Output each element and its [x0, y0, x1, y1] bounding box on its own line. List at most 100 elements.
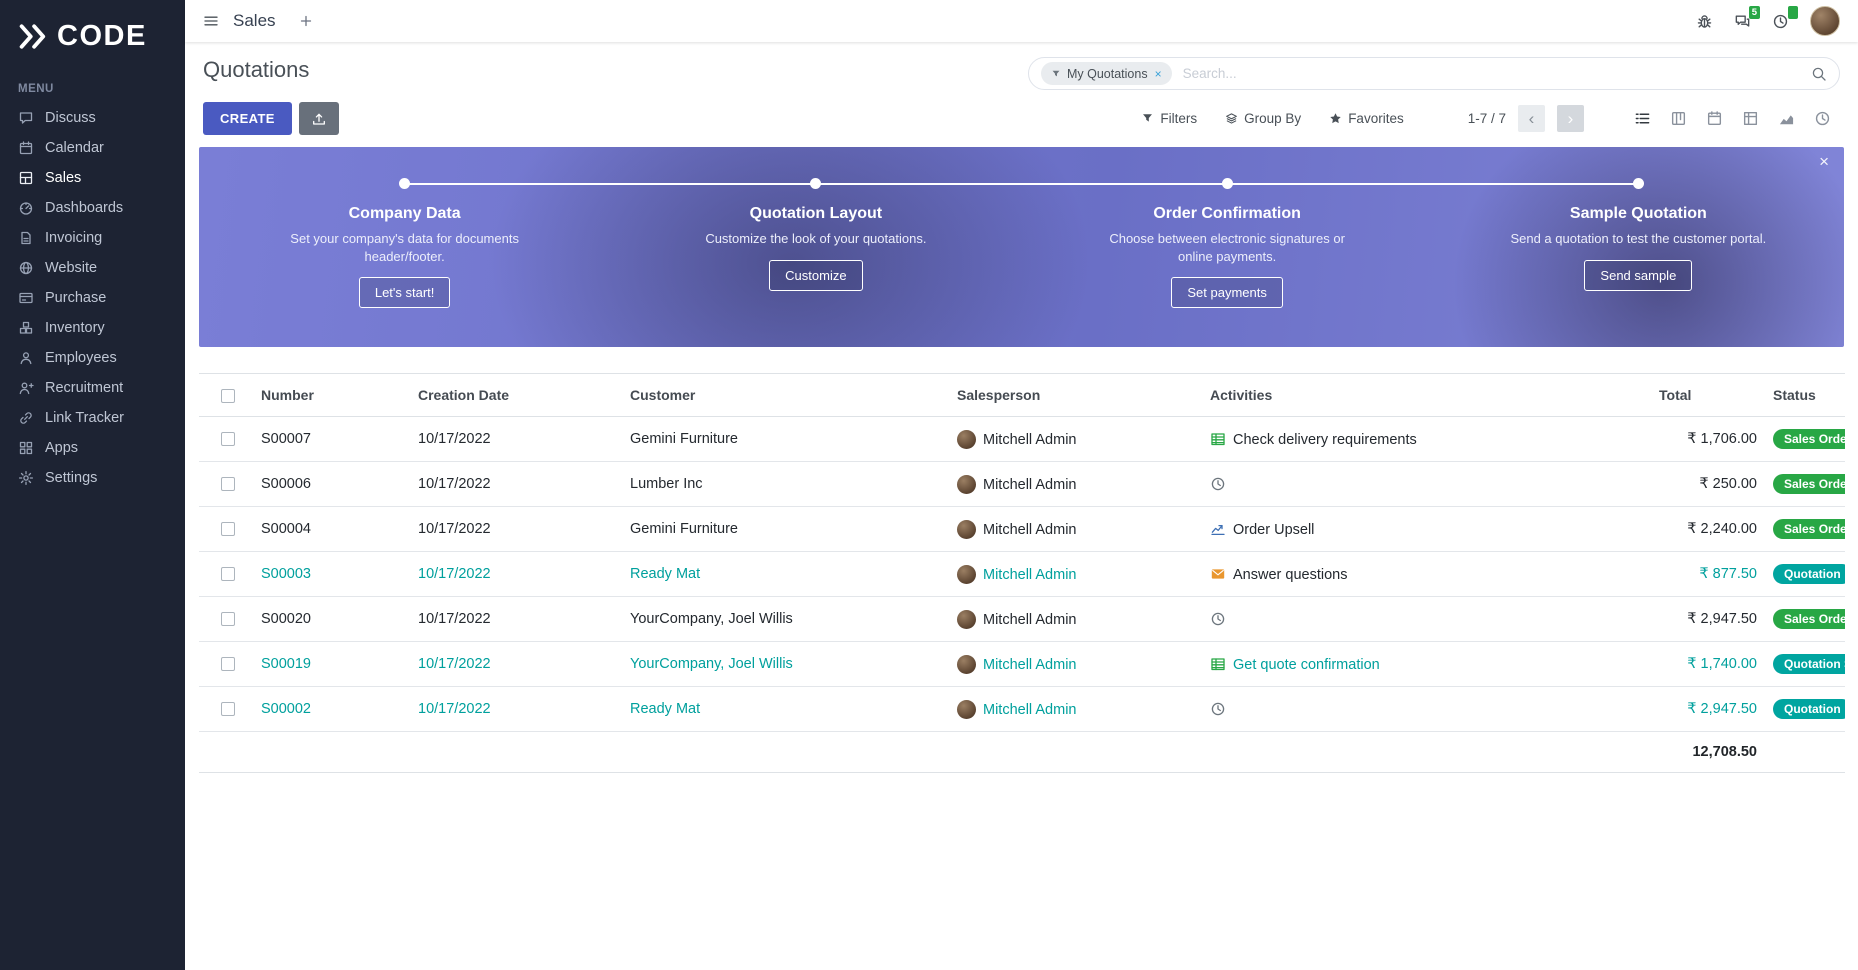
sidebar-item-invoicing[interactable]: Invoicing	[0, 223, 185, 253]
kanban-view-icon[interactable]	[1660, 104, 1696, 134]
column-header-salesperson[interactable]: Salesperson	[949, 372, 1202, 418]
select-all-checkbox[interactable]	[221, 389, 235, 404]
sidebar-item-label: Invoicing	[45, 230, 103, 246]
search-filter-chip[interactable]: My Quotations ×	[1041, 62, 1172, 85]
messages-icon[interactable]: 5	[1734, 5, 1760, 30]
user-avatar[interactable]	[1810, 6, 1840, 36]
pager-previous-button[interactable]: ‹	[1518, 105, 1545, 132]
sidebar-item-employees[interactable]: Employees	[0, 343, 185, 373]
filter-funnel-icon	[1051, 69, 1061, 79]
salesperson-name: Mitchell Admin	[983, 521, 1077, 538]
export-button[interactable]	[298, 102, 339, 135]
clock-icon	[1210, 611, 1226, 627]
activity-cell[interactable]: Order Upsell	[1202, 506, 1651, 553]
topbar-left: Sales	[203, 11, 314, 31]
brand[interactable]: CODE	[0, 0, 185, 67]
activity-cell[interactable]	[1202, 461, 1651, 508]
add-tab-icon[interactable]	[298, 13, 314, 29]
step-dot	[1632, 178, 1644, 189]
activity-cell[interactable]: Answer questions	[1202, 551, 1651, 598]
row-checkbox[interactable]	[221, 522, 235, 537]
debug-bug-icon[interactable]	[1696, 13, 1713, 30]
favorites-button[interactable]: Favorites	[1329, 111, 1404, 126]
sidebar-item-dashboards[interactable]: Dashboards	[0, 193, 185, 223]
salesperson-name: Mitchell Admin	[983, 611, 1077, 628]
purchase-icon	[18, 290, 34, 306]
status-badge: Quotation Sent	[1773, 654, 1845, 675]
create-button[interactable]: CREATE	[203, 102, 292, 135]
step-action-button[interactable]: Send sample	[1584, 259, 1693, 291]
quotation-row-S00002[interactable]: S00002 10/17/2022 Ready Mat Mitchell Admin ₹…	[199, 686, 1845, 733]
pivot-view-icon[interactable]	[1732, 104, 1768, 134]
activity-cell[interactable]	[1202, 596, 1651, 643]
quotation-row-S00020[interactable]: S00020 10/17/2022 YourCompany, Joel Willis…	[199, 596, 1845, 643]
inventory-icon	[18, 320, 34, 336]
page-title: Quotations	[203, 57, 310, 82]
activity-cell[interactable]	[1202, 686, 1651, 733]
quotation-row-S00004[interactable]: S00004 10/17/2022 Gemini Furniture Mitchell…	[199, 506, 1845, 553]
main-area: Sales 5 Quotations My Quotations ×	[185, 0, 1858, 970]
quotation-row-S00006[interactable]: S00006 10/17/2022 Lumber Inc Mitchell Admin…	[199, 461, 1845, 508]
activity-cell[interactable]: Check delivery requirements	[1202, 416, 1651, 463]
sidebar-item-website[interactable]: Website	[0, 253, 185, 283]
column-header-customer[interactable]: Customer	[622, 372, 949, 418]
search-filter-chip-label: My Quotations	[1067, 66, 1148, 81]
app-title[interactable]: Sales	[233, 11, 276, 30]
activity-view-icon[interactable]	[1804, 104, 1840, 134]
step-action-button[interactable]: Let's start!	[358, 277, 451, 309]
sidebar-item-calendar[interactable]: Calendar	[0, 133, 185, 163]
activities-badge	[1788, 5, 1798, 19]
chip-remove-icon[interactable]: ×	[1154, 66, 1162, 81]
quotation-row-S00003[interactable]: S00003 10/17/2022 Ready Mat Mitchell Admin A…	[199, 551, 1845, 598]
graph-view-icon[interactable]	[1768, 104, 1804, 134]
column-header-status[interactable]: Status	[1765, 372, 1845, 418]
column-header-activities[interactable]: Activities	[1202, 372, 1651, 418]
status-badge: Sales Order	[1773, 609, 1845, 630]
row-checkbox[interactable]	[221, 657, 235, 672]
search-bar[interactable]: My Quotations ×	[1028, 57, 1840, 90]
sidebar-item-sales[interactable]: Sales	[0, 163, 185, 193]
sidebar-item-inventory[interactable]: Inventory	[0, 313, 185, 343]
sidebar-item-link-tracker[interactable]: Link Tracker	[0, 403, 185, 433]
hamburger-menu-icon[interactable]	[203, 13, 219, 29]
search-icon[interactable]	[1811, 66, 1827, 82]
filters-button[interactable]: Filters	[1141, 111, 1197, 126]
step-action-button[interactable]: Customize	[769, 259, 863, 291]
sidebar-item-settings[interactable]: Settings	[0, 463, 185, 493]
list-view-icon[interactable]	[1624, 104, 1660, 134]
row-checkbox[interactable]	[221, 477, 235, 492]
step-action-button[interactable]: Set payments	[1171, 277, 1283, 309]
sidebar-item-recruitment[interactable]: Recruitment	[0, 373, 185, 403]
sidebar-item-label: Apps	[45, 440, 79, 456]
status-badge: Quotation	[1773, 564, 1845, 585]
search-input[interactable]	[1180, 65, 1802, 82]
sidebar-item-discuss[interactable]: Discuss	[0, 103, 185, 133]
control-panel-top: Quotations My Quotations ×	[203, 57, 1840, 90]
creation-date: 10/17/2022	[410, 461, 622, 508]
row-checkbox[interactable]	[221, 612, 235, 627]
quotation-number: S00004	[253, 506, 410, 553]
salesperson-name: Mitchell Admin	[983, 431, 1077, 448]
quotation-row-S00019[interactable]: S00019 10/17/2022 YourCompany, Joel Willis…	[199, 641, 1845, 688]
row-checkbox[interactable]	[221, 432, 235, 447]
banner-close-icon[interactable]: ×	[1819, 152, 1829, 171]
group-by-button[interactable]: Group By	[1225, 111, 1301, 126]
salesperson-avatar	[957, 564, 976, 584]
quotation-row-S00007[interactable]: S00007 10/17/2022 Gemini Furniture Mitchell…	[199, 416, 1845, 463]
activity-cell[interactable]: Get quote confirmation	[1202, 641, 1651, 688]
calendar-view-icon[interactable]	[1696, 104, 1732, 134]
sidebar-item-label: Discuss	[45, 110, 96, 126]
column-header-total[interactable]: Total	[1651, 372, 1765, 418]
sidebar-item-apps[interactable]: Apps	[0, 433, 185, 463]
activities-icon[interactable]	[1772, 5, 1798, 30]
salesperson-name: Mitchell Admin	[983, 701, 1077, 718]
sidebar-item-label: Employees	[45, 350, 117, 366]
pager-next-button[interactable]: ›	[1557, 105, 1584, 132]
column-header-number[interactable]: Number	[253, 372, 410, 418]
column-header-creation-date[interactable]: Creation Date	[410, 372, 622, 418]
row-checkbox[interactable]	[221, 702, 235, 717]
row-checkbox[interactable]	[221, 567, 235, 582]
sidebar-item-label: Sales	[45, 170, 82, 186]
sidebar-item-purchase[interactable]: Purchase	[0, 283, 185, 313]
step-title: Order Confirmation	[1153, 205, 1301, 222]
